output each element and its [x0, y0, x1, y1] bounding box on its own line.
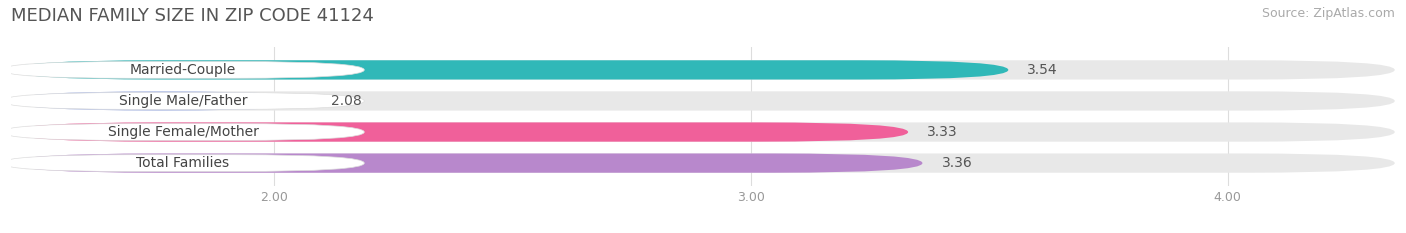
Text: 3.36: 3.36 [942, 156, 973, 170]
FancyBboxPatch shape [1, 155, 364, 171]
FancyBboxPatch shape [1, 62, 364, 78]
FancyBboxPatch shape [1, 93, 364, 109]
Text: MEDIAN FAMILY SIZE IN ZIP CODE 41124: MEDIAN FAMILY SIZE IN ZIP CODE 41124 [11, 7, 374, 25]
Text: Married-Couple: Married-Couple [129, 63, 236, 77]
FancyBboxPatch shape [11, 60, 1395, 79]
Text: Total Families: Total Families [136, 156, 229, 170]
FancyBboxPatch shape [11, 154, 1395, 173]
FancyBboxPatch shape [11, 154, 922, 173]
Text: 3.33: 3.33 [927, 125, 957, 139]
FancyBboxPatch shape [11, 122, 908, 142]
Text: Source: ZipAtlas.com: Source: ZipAtlas.com [1261, 7, 1395, 20]
Text: 2.08: 2.08 [330, 94, 361, 108]
FancyBboxPatch shape [11, 60, 1008, 79]
Text: 3.54: 3.54 [1028, 63, 1059, 77]
Text: Single Female/Mother: Single Female/Mother [107, 125, 259, 139]
FancyBboxPatch shape [11, 91, 1395, 111]
FancyBboxPatch shape [11, 91, 312, 111]
Text: Single Male/Father: Single Male/Father [118, 94, 247, 108]
FancyBboxPatch shape [1, 124, 364, 140]
FancyBboxPatch shape [11, 122, 1395, 142]
